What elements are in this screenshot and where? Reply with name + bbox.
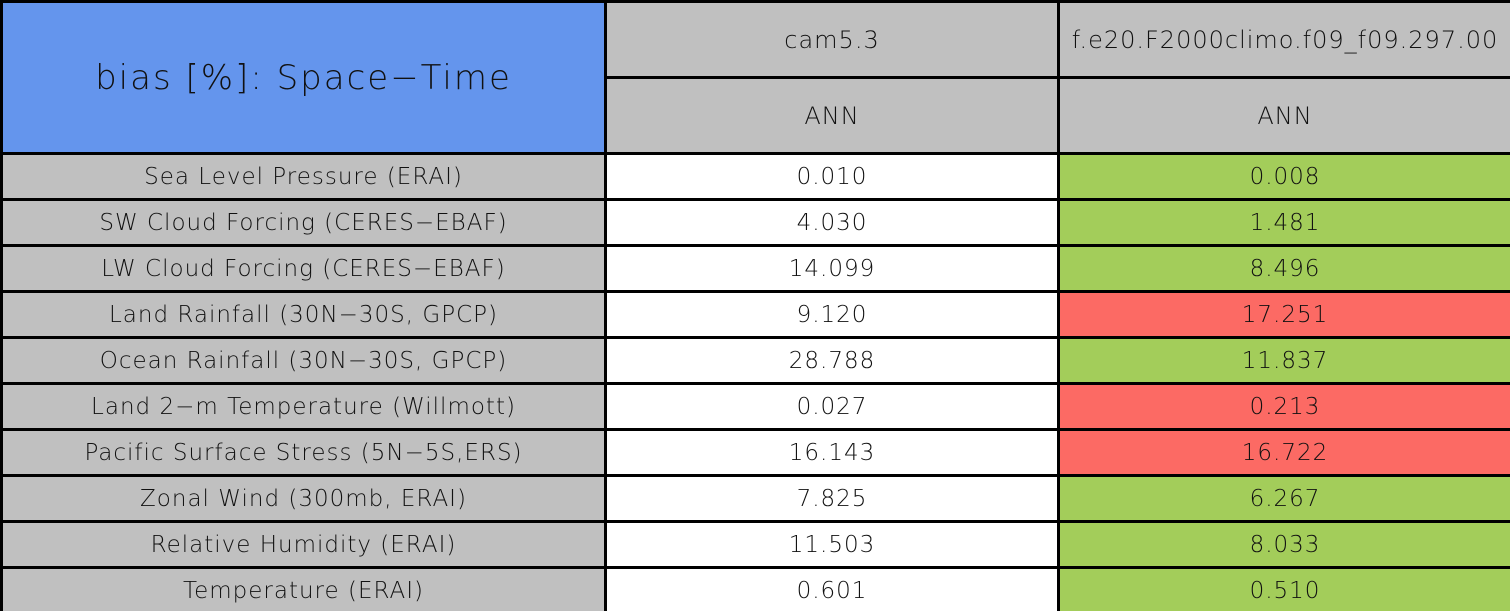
variable-label: SW Cloud Forcing (CERES−EBAF) <box>0 198 607 247</box>
test-value: 0.213 <box>1057 382 1510 431</box>
variable-label: Pacific Surface Stress (5N−5S,ERS) <box>0 428 607 477</box>
reference-value: 0.027 <box>604 382 1060 431</box>
test-value: 11.837 <box>1057 336 1510 385</box>
table-row-sea-level-pressure: Sea Level Pressure (ERAI) 0.010 0.008 <box>0 152 1510 201</box>
variable-label: Ocean Rainfall (30N−30S, GPCP) <box>0 336 607 385</box>
reference-value: 0.601 <box>604 566 1060 611</box>
test-value: 8.496 <box>1057 244 1510 293</box>
table-row-land-rainfall: Land Rainfall (30N−30S, GPCP) 9.120 17.2… <box>0 290 1510 339</box>
test-value: 1.481 <box>1057 198 1510 247</box>
reference-value: 14.099 <box>604 244 1060 293</box>
test-value: 0.510 <box>1057 566 1510 611</box>
test-value: 17.251 <box>1057 290 1510 339</box>
test-value: 6.267 <box>1057 474 1510 523</box>
table-row-relative-humidity: Relative Humidity (ERAI) 11.503 8.033 <box>0 520 1510 569</box>
header-row-seasons: ANN ANN <box>2 76 1510 155</box>
table-title: bias [%]: Space−Time <box>0 0 607 155</box>
reference-value: 16.143 <box>604 428 1060 477</box>
column-header-test-model: f.e20.F2000climo.f09_f09.297.00 <box>1057 0 1510 79</box>
column-subheader-test-season: ANN <box>1057 76 1510 155</box>
reference-value: 0.010 <box>604 152 1060 201</box>
header-row-models: bias [%]: Space−Time cam5.3 f.e20.F2000c… <box>0 0 1510 155</box>
reference-value: 7.825 <box>604 474 1060 523</box>
table-row-land-2m-temperature: Land 2−m Temperature (Willmott) 0.027 0.… <box>0 382 1510 431</box>
test-value: 8.033 <box>1057 520 1510 569</box>
variable-label: Zonal Wind (300mb, ERAI) <box>0 474 607 523</box>
column-subheader-reference-season: ANN <box>604 76 1060 155</box>
table-row-sw-cloud-forcing: SW Cloud Forcing (CERES−EBAF) 4.030 1.48… <box>0 198 1510 247</box>
table-row-ocean-rainfall: Ocean Rainfall (30N−30S, GPCP) 28.788 11… <box>0 336 1510 385</box>
variable-label: Temperature (ERAI) <box>0 566 607 611</box>
reference-value: 11.503 <box>604 520 1060 569</box>
reference-value: 9.120 <box>604 290 1060 339</box>
variable-label: LW Cloud Forcing (CERES−EBAF) <box>0 244 607 293</box>
table-row-temperature: Temperature (ERAI) 0.601 0.510 <box>0 566 1510 611</box>
variable-label: Land Rainfall (30N−30S, GPCP) <box>0 290 607 339</box>
table-row-lw-cloud-forcing: LW Cloud Forcing (CERES−EBAF) 14.099 8.4… <box>0 244 1510 293</box>
variable-label: Relative Humidity (ERAI) <box>0 520 607 569</box>
test-value: 0.008 <box>1057 152 1510 201</box>
test-value: 16.722 <box>1057 428 1510 477</box>
column-header-reference-model: cam5.3 <box>604 0 1060 79</box>
variable-label: Land 2−m Temperature (Willmott) <box>0 382 607 431</box>
reference-value: 4.030 <box>604 198 1060 247</box>
variable-label: Sea Level Pressure (ERAI) <box>0 152 607 201</box>
table-row-zonal-wind: Zonal Wind (300mb, ERAI) 7.825 6.267 <box>0 474 1510 523</box>
table-row-pacific-surface-stress: Pacific Surface Stress (5N−5S,ERS) 16.14… <box>0 428 1510 477</box>
reference-value: 28.788 <box>604 336 1060 385</box>
